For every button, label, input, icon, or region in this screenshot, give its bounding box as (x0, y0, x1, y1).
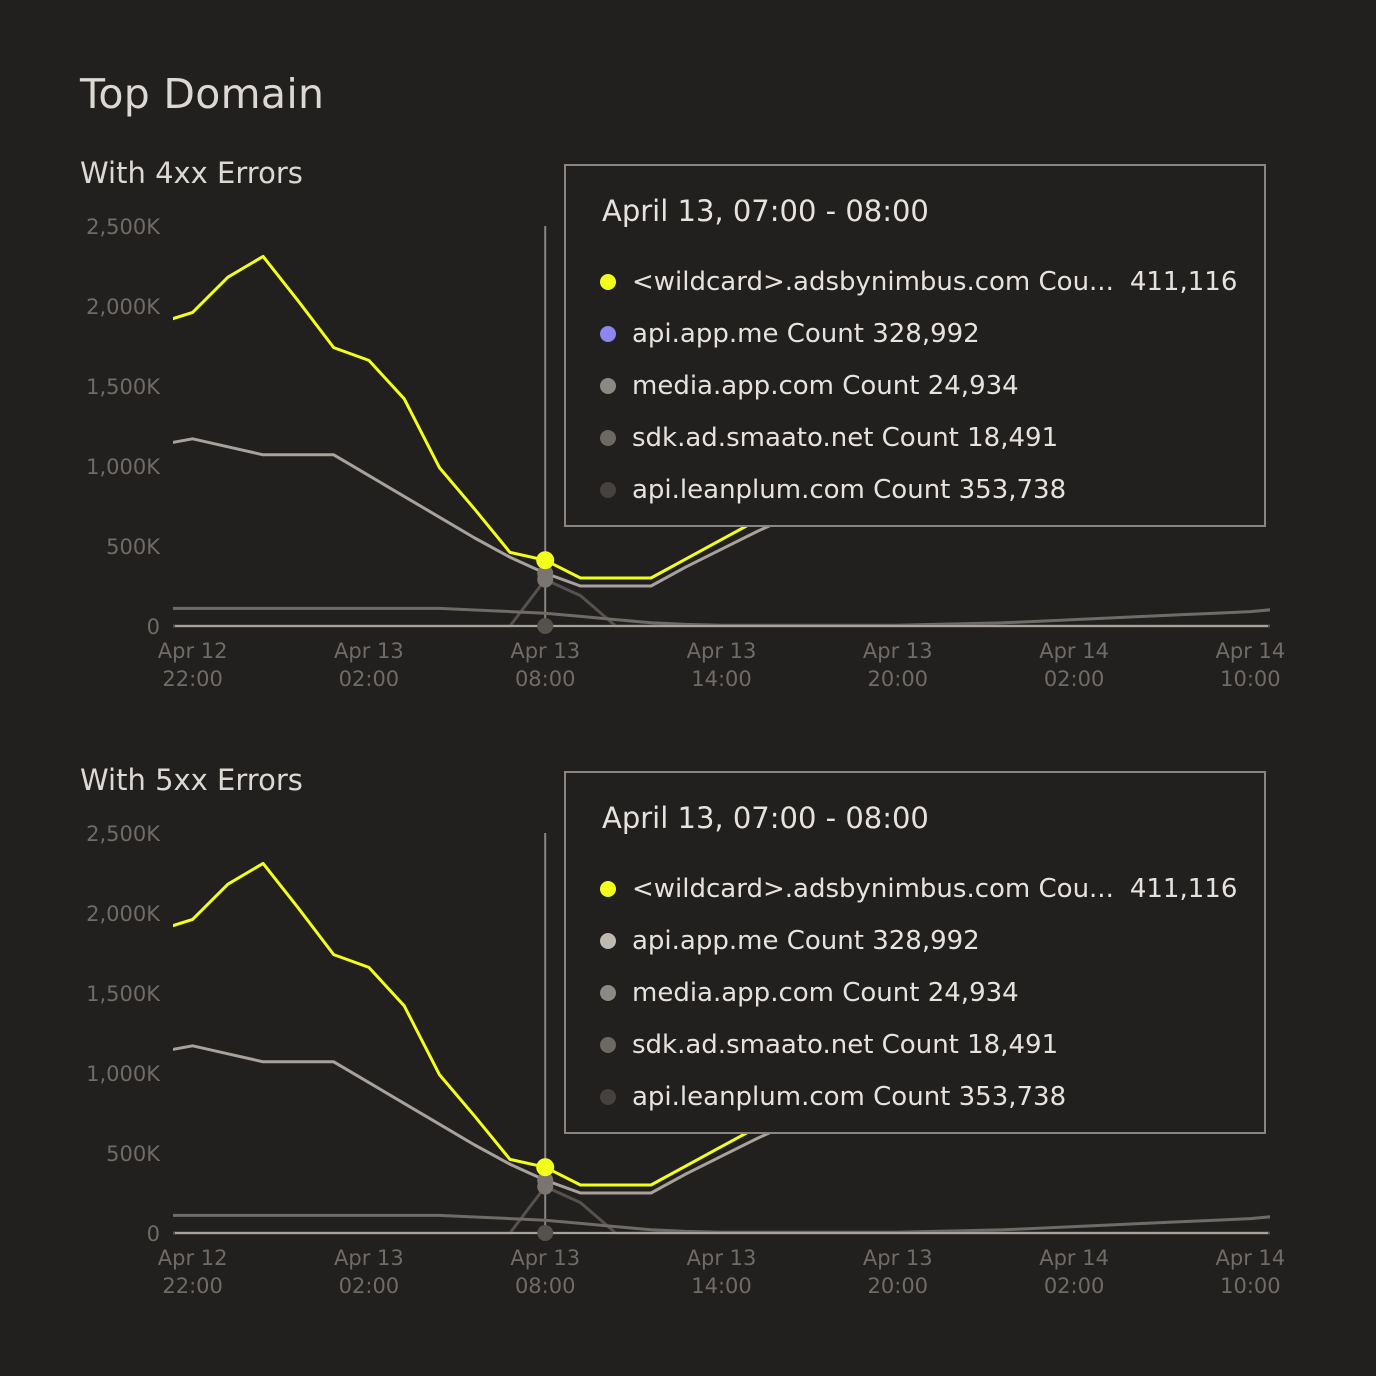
series-dot-icon (600, 378, 616, 394)
y-tick-label: 2,500K (86, 822, 161, 846)
y-tick-label: 500K (106, 535, 161, 559)
y-tick-label: 2,500K (86, 215, 161, 239)
tooltip-row: <wildcard>.adsbynimbus.com Cou... 411,11… (600, 262, 1240, 302)
tooltip-row: sdk.ad.smaato.net Count 18,491 (600, 1025, 1240, 1065)
x-tick-label: Apr 13 08:00 (510, 1246, 580, 1298)
y-tick-label: 1,500K (86, 375, 161, 399)
y-tick-label: 0 (147, 615, 160, 639)
x-tick-label: Apr 13 08:00 (510, 639, 580, 691)
tooltip-row: media.app.com Count 24,934 (600, 366, 1240, 406)
x-tick-label: Apr 12 22:00 (158, 1246, 228, 1298)
x-tick-label: Apr 14 10:00 (1216, 1246, 1286, 1298)
series-dot-icon (600, 430, 616, 446)
tooltip-row-label: sdk.ad.smaato.net Count 18,491 (632, 1030, 1059, 1060)
x-tick-label: Apr 13 20:00 (863, 639, 933, 691)
y-tick-label: 0 (147, 1222, 160, 1246)
series-line (173, 1044, 793, 1195)
tooltip-row-label: sdk.ad.smaato.net Count 18,491 (632, 423, 1059, 453)
x-tick-label: Apr 12 22:00 (158, 639, 228, 691)
series-dot-icon (600, 274, 616, 290)
tooltip-row-label: <wildcard>.adsbynimbus.com Cou... (632, 267, 1114, 297)
x-tick-label: Apr 13 02:00 (334, 1246, 404, 1298)
series-dot-icon (600, 1089, 616, 1105)
series-line (173, 861, 793, 1187)
x-tick-label: Apr 13 20:00 (863, 1246, 933, 1298)
series-line (173, 1213, 1270, 1234)
page-title: Top Domain (80, 70, 325, 118)
x-tick-label: Apr 14 02:00 (1039, 639, 1109, 691)
chart-panel-5xx: With 5xx Errors 0 500K 1,000K 1,500K 2,000K 2… (0, 755, 1376, 1315)
tooltip-5xx: April 13, 07:00 - 08:00 <wildcard>.adsby… (564, 771, 1266, 1134)
tooltip-4xx: April 13, 07:00 - 08:00 <wildcard>.adsby… (564, 164, 1266, 527)
y-tick-label: 1,000K (86, 455, 161, 479)
y-tick-label: 1,000K (86, 1062, 161, 1086)
tooltip-row-value: 411,116 (1129, 267, 1238, 297)
series-dot-icon (600, 482, 616, 498)
line-chart-4xx[interactable]: 0 500K 1,000K 1,500K 2,000K 2,500K Apr 12 22:00… (0, 148, 1376, 708)
tooltip-row-label: api.app.me Count 328,992 (632, 926, 980, 956)
tooltip-row-label: api.leanplum.com Count 353,738 (632, 475, 1067, 505)
y-tick-label: 2,000K (86, 902, 161, 926)
tooltip-row-label: media.app.com Count 24,934 (632, 978, 1019, 1008)
y-tick-label: 2,000K (86, 295, 161, 319)
tooltip-row-label: media.app.com Count 24,934 (632, 371, 1019, 401)
hover-point (537, 571, 554, 588)
hover-point (537, 618, 554, 634)
hover-point-highlight (536, 551, 555, 570)
tooltip-row: media.app.com Count 24,934 (600, 973, 1240, 1013)
series-dot-icon (600, 1037, 616, 1053)
series-line (173, 437, 793, 588)
x-tick-label: Apr 14 10:00 (1216, 639, 1286, 691)
hover-point (537, 1225, 554, 1241)
x-tick-label: Apr 13 14:00 (687, 1246, 757, 1298)
tooltip-row-label: <wildcard>.adsbynimbus.com Cou... (632, 874, 1114, 904)
x-tick-label: Apr 13 02:00 (334, 639, 404, 691)
series-dot-icon (600, 881, 616, 897)
x-tick-label: Apr 13 14:00 (687, 639, 757, 691)
tooltip-row: api.leanplum.com Count 353,738 (600, 470, 1240, 510)
y-tick-label: 500K (106, 1142, 161, 1166)
line-chart-5xx[interactable]: 0 500K 1,000K 1,500K 2,000K 2,500K Apr 12 22:00… (0, 755, 1376, 1315)
tooltip-row: api.app.me Count 328,992 (600, 921, 1240, 961)
chart-panel-4xx: With 4xx Errors 0 500K 1,000K 1,500K 2,000K 2… (0, 148, 1376, 708)
series-line (173, 606, 1270, 627)
hover-point (537, 1178, 554, 1195)
series-dot-icon (600, 985, 616, 1001)
series-dot-icon (600, 933, 616, 949)
chart-title-4xx: With 4xx Errors (80, 156, 303, 190)
hover-point-highlight (536, 1158, 555, 1177)
chart-title-5xx: With 5xx Errors (80, 763, 303, 797)
tooltip-row-value: 411,116 (1129, 874, 1238, 904)
y-tick-label: 1,500K (86, 982, 161, 1006)
tooltip-row: <wildcard>.adsbynimbus.com Cou... 411,11… (600, 869, 1240, 909)
series-line (173, 254, 793, 580)
tooltip-row-label: api.app.me Count 328,992 (632, 319, 980, 349)
tooltip-title: April 13, 07:00 - 08:00 (602, 194, 929, 228)
tooltip-row: api.app.me Count 328,992 (600, 314, 1240, 354)
tooltip-row: api.leanplum.com Count 353,738 (600, 1077, 1240, 1117)
tooltip-row-label: api.leanplum.com Count 353,738 (632, 1082, 1067, 1112)
tooltip-row: sdk.ad.smaato.net Count 18,491 (600, 418, 1240, 458)
series-dot-icon (600, 326, 616, 342)
tooltip-title: April 13, 07:00 - 08:00 (602, 801, 929, 835)
x-tick-label: Apr 14 02:00 (1039, 1246, 1109, 1298)
